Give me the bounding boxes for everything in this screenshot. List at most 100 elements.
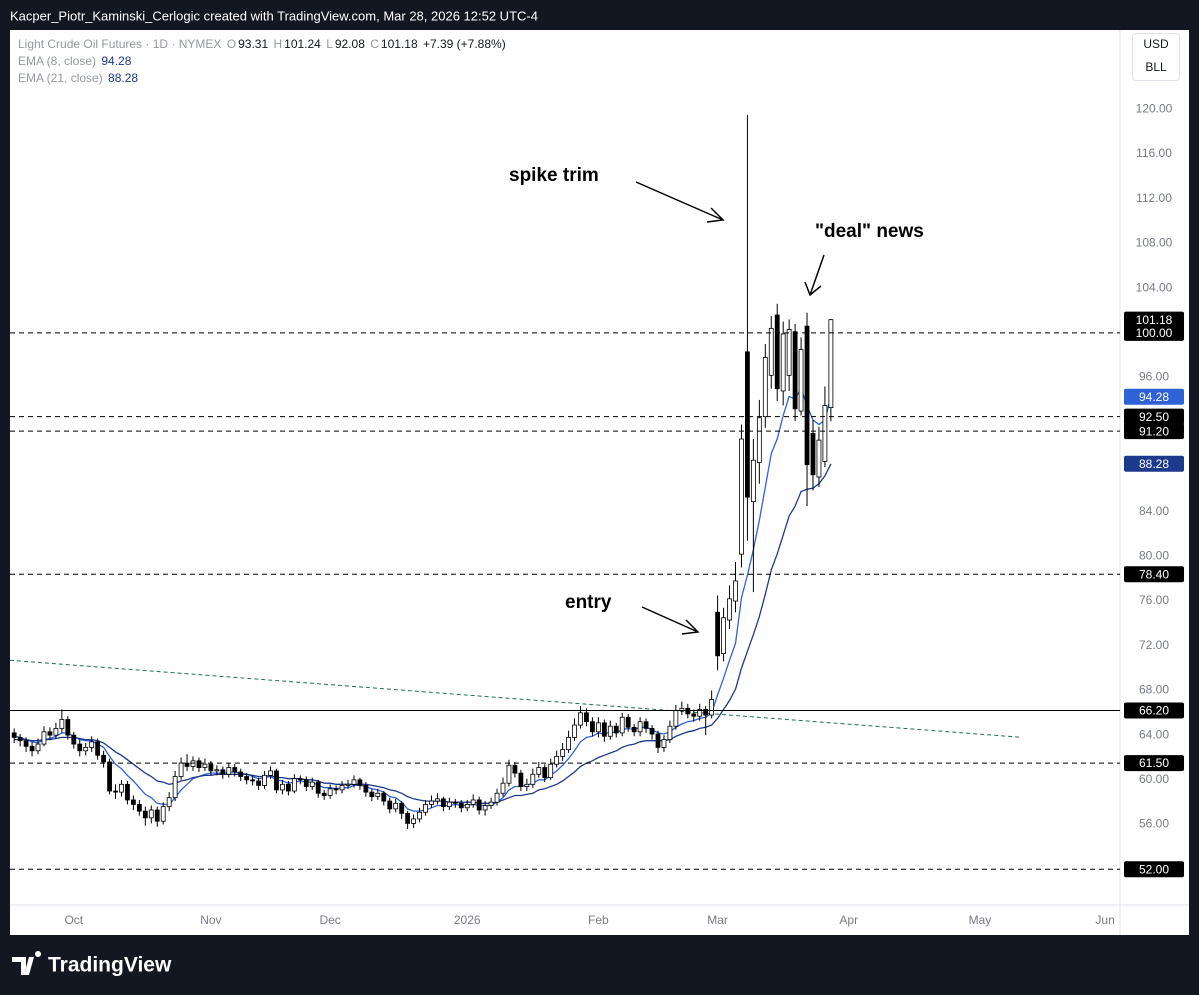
ohlc-letter: O: [226, 37, 237, 51]
arrow-head: [706, 207, 725, 223]
candle-body: [578, 712, 583, 726]
annotation: "deal" news: [815, 221, 924, 242]
x-tick-label: Oct: [64, 913, 83, 927]
ohlc-value: 101.24: [284, 37, 321, 51]
ohlc-value: 92.08: [334, 37, 365, 51]
candle-body: [762, 357, 768, 418]
candle-body: [417, 811, 422, 820]
candle-body: [649, 728, 655, 735]
candle-body: [584, 712, 589, 723]
candle-body: [476, 799, 482, 811]
candle-body: [530, 773, 536, 785]
candle-body: [566, 736, 571, 751]
candle-body: [435, 798, 440, 802]
candle-body: [345, 783, 351, 786]
y-tick-label: 120.00: [1136, 102, 1173, 116]
candle-body: [214, 769, 220, 772]
level-tag: 78.40: [1139, 567, 1169, 581]
candle-body: [363, 785, 369, 793]
candle-body: [256, 780, 261, 786]
candle-body: [309, 781, 315, 787]
candle-body: [470, 799, 476, 805]
annotations: [635, 181, 825, 635]
ohlc-letter: C: [370, 37, 379, 51]
last-price-tag-bg: [1124, 311, 1184, 328]
unit-button[interactable]: BLL: [1145, 60, 1167, 74]
candle-body: [411, 818, 416, 824]
candle-body: [655, 733, 661, 748]
x-tick-label: Feb: [588, 913, 609, 927]
candle-body: [95, 741, 101, 756]
candle-body: [756, 417, 762, 463]
symbol-title: Light Crude Oil Futures · 1D · NYMEX: [18, 37, 222, 51]
candle-body: [77, 743, 83, 752]
ema-value: 94.28: [101, 54, 132, 68]
ema-name: EMA (8, close): [18, 54, 97, 68]
candle-body: [542, 767, 548, 779]
currency-button[interactable]: USD: [1143, 37, 1169, 51]
candle-body: [715, 611, 721, 657]
ema-name: EMA (21, close): [18, 71, 103, 85]
candle-body: [745, 351, 750, 498]
candle-body: [327, 788, 333, 796]
candle-body: [274, 770, 279, 791]
candle-body: [41, 731, 47, 745]
plot: [10, 114, 1023, 830]
candle-body: [440, 798, 446, 808]
candle-body: [452, 801, 458, 804]
candle-body: [798, 349, 804, 412]
candle-body: [59, 719, 65, 729]
candle-body: [107, 761, 112, 792]
candle-body: [816, 439, 822, 478]
candle-body: [119, 783, 124, 793]
candle-body: [625, 716, 631, 728]
level-tag-bg: [1124, 408, 1184, 425]
y-tick-label: 68.00: [1139, 683, 1169, 697]
x-tick-label: Mar: [707, 913, 728, 927]
candle-body: [786, 329, 792, 376]
candle-body: [184, 762, 190, 767]
arrow: [641, 606, 699, 633]
legend-ema: EMA (8, close) 94.28: [18, 54, 133, 68]
level-tag-bg: [1124, 566, 1184, 583]
candle-body: [494, 792, 500, 803]
candle-body: [399, 802, 405, 814]
candle-body: [130, 799, 136, 805]
candle-body: [733, 580, 738, 602]
candle-body: [804, 325, 810, 466]
arrow-head: [681, 619, 700, 635]
change: +7.39 (+7.88%): [422, 37, 506, 51]
x-tick-label: Apr: [839, 913, 858, 927]
y-tick-label: 116.00: [1136, 146, 1172, 160]
candle-body: [339, 785, 345, 791]
candle-body: [822, 405, 828, 462]
arrow-head: [804, 281, 822, 297]
ema-value: 88.28: [108, 71, 139, 85]
y-tick-label: 84.00: [1139, 504, 1169, 518]
x-tick-label: 2026: [454, 913, 481, 927]
candle-body: [375, 792, 381, 798]
candle-body: [83, 747, 89, 752]
candle-body: [280, 783, 285, 791]
candle-body: [47, 731, 53, 736]
candle-body: [464, 804, 470, 809]
logo-icon: [12, 951, 42, 975]
candle-body: [89, 741, 95, 748]
candle-body: [780, 333, 786, 392]
ema-tag: 88.28: [1139, 457, 1169, 471]
candle-body: [285, 783, 291, 792]
logo-text: TradingView: [48, 954, 172, 977]
candle-body: [17, 736, 23, 742]
candle-body: [721, 617, 726, 654]
x-tick-label: Jun: [1095, 913, 1114, 927]
candle-body: [101, 754, 106, 763]
candle-body: [768, 327, 774, 376]
annotation: spike trim: [509, 165, 599, 186]
candle-body: [739, 438, 744, 555]
candle-body: [238, 771, 244, 777]
candle-body: [321, 792, 327, 796]
level-tag: 66.20: [1139, 704, 1169, 718]
candle-body: [661, 739, 667, 748]
y-tick-label: 60.00: [1139, 772, 1169, 786]
ohlc-value: 101.18: [380, 37, 418, 51]
